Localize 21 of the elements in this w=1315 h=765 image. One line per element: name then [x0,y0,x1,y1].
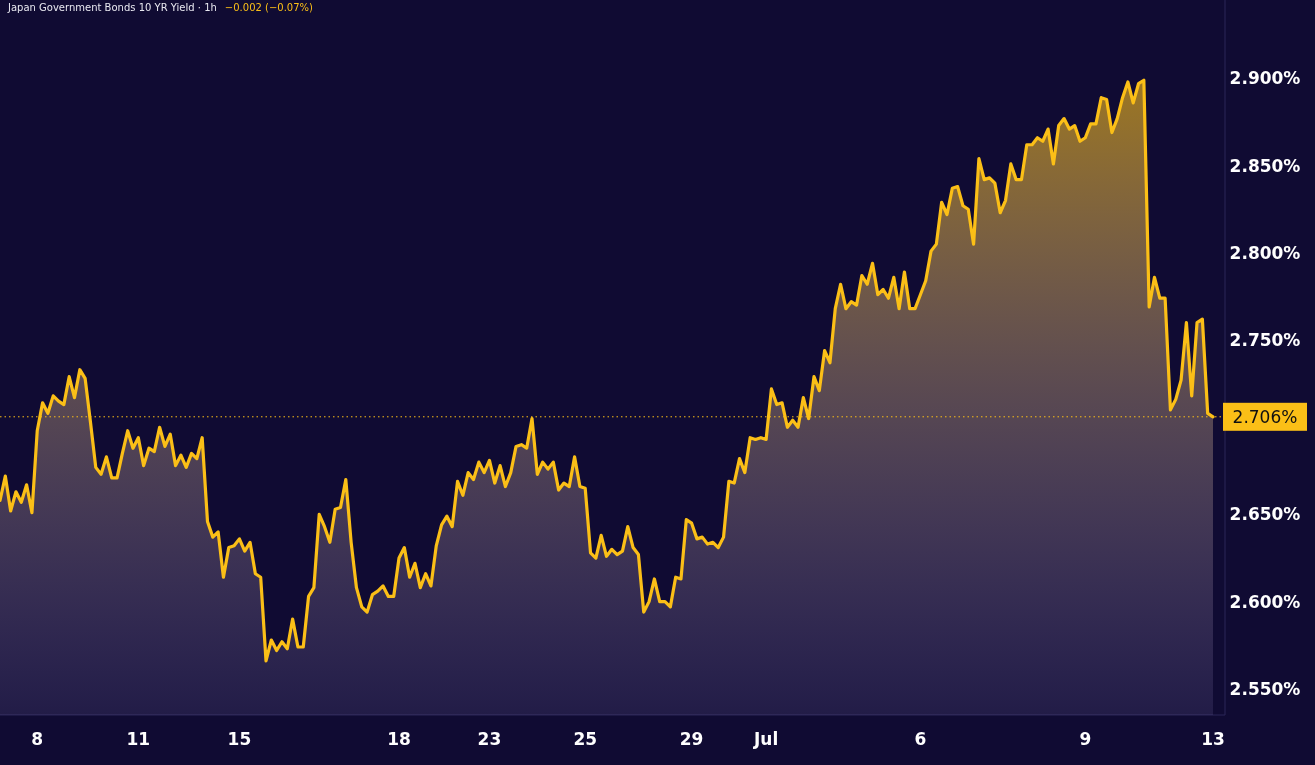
x-tick-label: 15 [227,729,252,749]
y-tick-label: 2.750% [1229,330,1301,351]
y-tick-label: 2.900% [1229,68,1301,89]
x-tick-label: 25 [573,729,598,749]
y-tick-label: 2.650% [1229,504,1301,525]
y-tick-label: 2.850% [1229,155,1301,176]
ref-line-label: 2.706% [1232,406,1298,427]
y-tick-label: 2.800% [1229,242,1301,263]
x-tick-label: 23 [477,729,502,749]
x-tick-label: 6 [914,729,927,749]
y-tick-label: 2.550% [1229,678,1301,699]
x-tick-label: Jul [752,729,779,749]
chart-title: Japan Government Bonds 10 YR Yield · 1h [8,2,217,13]
x-tick-label: 8 [31,729,44,749]
y-tick-label: 2.600% [1229,591,1301,612]
x-tick-label: 9 [1079,729,1092,749]
x-tick-label: 13 [1201,729,1225,749]
chart-subtitle: −0.002 (−0.07%) [224,2,314,13]
x-tick-label: 18 [387,729,411,749]
x-tick-label: 11 [126,729,151,749]
x-tick-label: 29 [679,729,704,749]
